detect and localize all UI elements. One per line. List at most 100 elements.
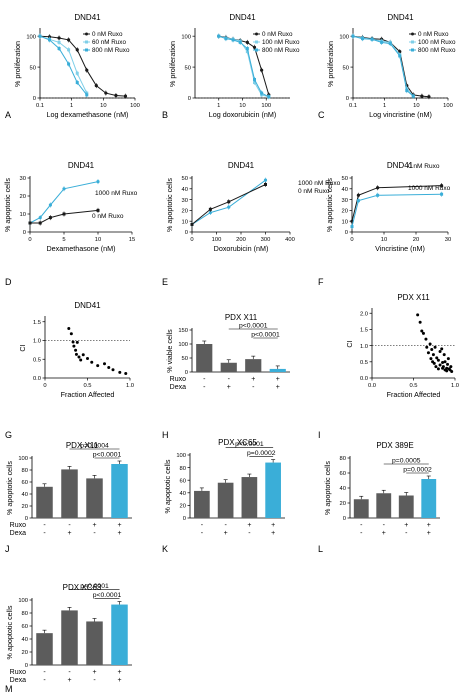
- data-point: [425, 345, 429, 349]
- condition-sign: +: [117, 677, 121, 684]
- data-point: [449, 365, 453, 369]
- data-point: [421, 331, 425, 335]
- data-point: [104, 91, 108, 95]
- x-tick-label: 0: [28, 237, 31, 243]
- data-point: [74, 348, 78, 352]
- data-point: [376, 193, 380, 197]
- data-point: [103, 362, 106, 366]
- x-tick-label: 300: [261, 237, 271, 243]
- data-point: [96, 180, 100, 184]
- y-tick-label: 60: [22, 624, 28, 630]
- bar: [241, 477, 258, 518]
- legend-marker: [255, 32, 258, 36]
- data-point: [77, 355, 81, 359]
- y-tick-label: 50: [343, 65, 349, 71]
- chart-title: PDX 389E: [376, 441, 413, 450]
- y-tick-label: 1.0: [360, 344, 368, 350]
- data-point: [245, 40, 249, 44]
- x-axis-label: Log doxorubicin (nM): [209, 110, 277, 119]
- x-tick-label: 10: [381, 237, 387, 243]
- x-axis-label: Log vincristine (nM): [369, 110, 432, 119]
- condition-sign: -: [405, 530, 408, 537]
- series-line: [352, 35, 414, 97]
- y-tick-label: 20: [340, 501, 346, 507]
- data-point: [433, 345, 437, 349]
- data-point: [75, 81, 79, 85]
- y-tick-label: 0.0: [33, 376, 41, 382]
- data-point: [85, 93, 89, 97]
- y-tick-label: 0: [185, 370, 188, 376]
- data-point: [72, 344, 76, 348]
- series-label: 0 nM Ruxo: [408, 163, 440, 170]
- condition-sign: -: [203, 376, 206, 383]
- y-tick-label: 0: [188, 96, 191, 102]
- data-point: [445, 366, 449, 370]
- chart-panel-f: 0 10 20 30 40 50 0 10 20 30 % apoptotic cells Vincr…: [318, 161, 451, 287]
- data-point: [405, 89, 409, 93]
- y-tick-label: 80: [180, 466, 186, 472]
- data-point: [57, 36, 61, 40]
- condition-sign: +: [92, 522, 96, 529]
- series-line: [351, 193, 442, 227]
- data-point: [118, 370, 122, 374]
- y-tick-label: 0: [25, 516, 28, 522]
- data-point: [96, 208, 100, 212]
- data-point: [350, 225, 354, 229]
- legend-label: 100 nM Ruxo: [262, 39, 300, 46]
- condition-sign: +: [92, 669, 96, 676]
- bar: [245, 359, 262, 372]
- legend-marker: [85, 32, 88, 36]
- series-label: 1000 nM Ruxo: [298, 180, 341, 187]
- panel-label: B: [162, 110, 168, 120]
- data-point: [440, 183, 444, 188]
- data-point: [440, 192, 444, 196]
- data-point: [450, 370, 454, 374]
- y-tick-label: 30: [20, 176, 26, 182]
- y-tick-label: 100: [178, 342, 188, 348]
- bar: [61, 610, 78, 665]
- data-point: [376, 186, 380, 190]
- data-point: [442, 353, 446, 357]
- condition-sign: +: [427, 530, 431, 537]
- chart-panel-b: 0 50 100 1 10 100 % proliferation Log doxorubic…: [162, 13, 300, 120]
- condition-sign: -: [43, 677, 46, 684]
- data-point: [48, 38, 52, 42]
- data-point: [111, 368, 115, 372]
- data-point: [38, 221, 42, 225]
- significance-label: p<0.0001: [251, 332, 280, 339]
- significance-label: p<0.0001: [239, 323, 268, 330]
- data-point: [426, 351, 430, 355]
- x-tick-label: 0: [190, 237, 193, 243]
- data-point: [75, 340, 79, 344]
- series-line: [191, 184, 266, 225]
- x-tick-label: 400: [285, 237, 295, 243]
- condition-sign: -: [43, 522, 46, 529]
- data-point: [217, 34, 221, 38]
- data-point: [81, 353, 85, 357]
- chart-panel-g: 0.0 0.5 1.0 1.5 0 0.5 1.0 CI Fraction Affected DN…: [5, 301, 134, 440]
- x-tick-label: 1: [217, 103, 220, 109]
- data-point: [85, 68, 89, 72]
- y-tick-label: 2.0: [360, 311, 368, 317]
- data-point: [267, 95, 271, 99]
- x-tick-label: 30: [445, 237, 451, 243]
- data-point: [71, 340, 75, 344]
- data-point: [57, 40, 61, 44]
- chart-title: DND41: [387, 13, 414, 22]
- chart-title: PDX X11: [66, 441, 99, 450]
- data-point: [260, 68, 264, 72]
- data-point: [208, 207, 212, 211]
- bar: [86, 621, 103, 665]
- y-tick-label: 100: [26, 34, 36, 40]
- condition-sign: -: [68, 669, 71, 676]
- chart-panel-a: 0 50 100 0.1 1 10 100 % proliferation Log dexame…: [5, 13, 140, 120]
- condition-sign: +: [117, 522, 121, 529]
- data-point: [94, 84, 98, 88]
- data-point: [114, 93, 118, 98]
- panel-label: H: [162, 430, 169, 440]
- y-tick-label: 20: [22, 504, 28, 510]
- x-tick-label: 0.1: [349, 103, 357, 109]
- panel-label: M: [5, 684, 13, 694]
